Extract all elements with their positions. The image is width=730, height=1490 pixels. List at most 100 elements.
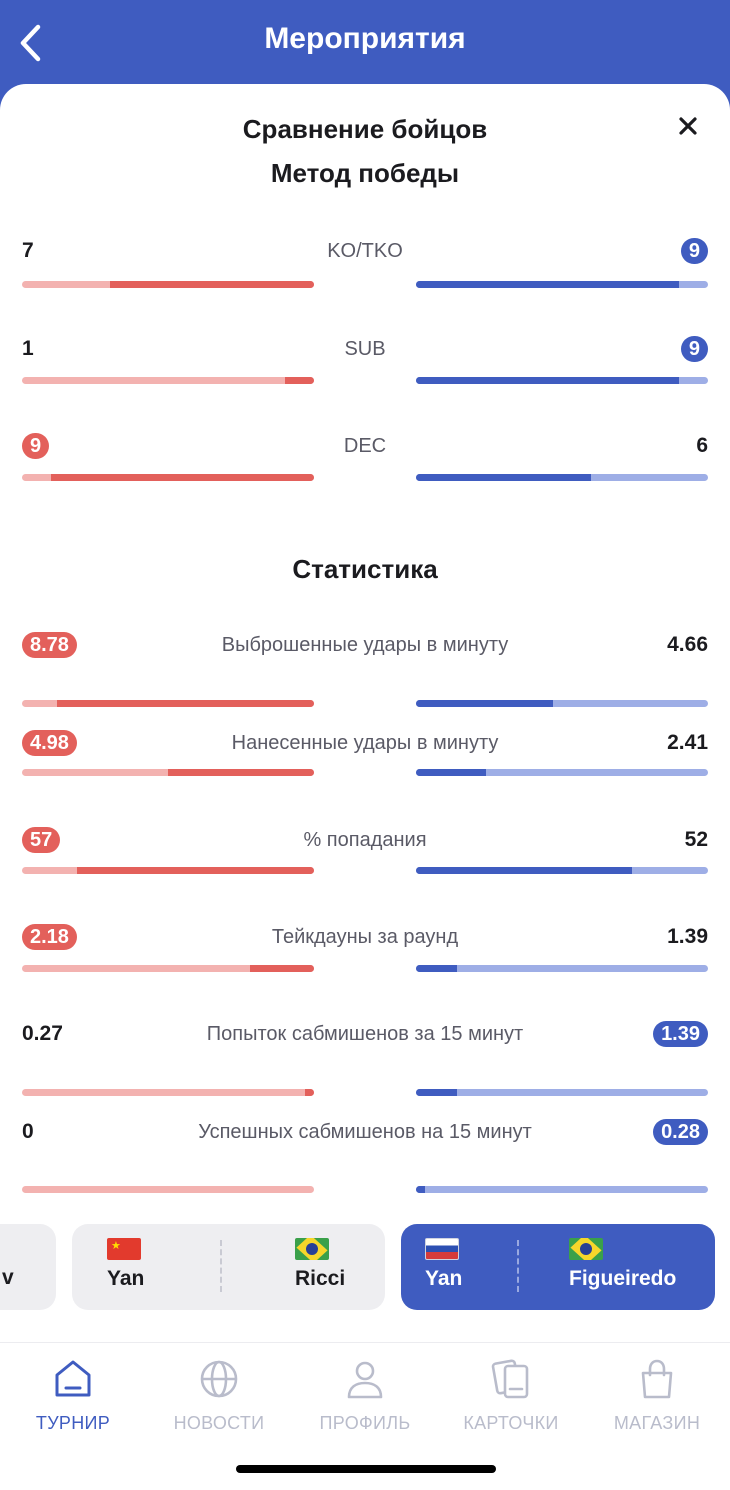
tab-label: ТУРНИР	[35, 1413, 111, 1433]
right-bar	[416, 1089, 708, 1096]
stats-section-title: Статистика	[292, 554, 438, 584]
left-bar-fill	[249, 965, 314, 972]
right-bar	[416, 377, 708, 384]
tab-shop[interactable]: МАГАЗИН	[584, 1343, 730, 1453]
right-bar-fill	[416, 867, 633, 874]
right-value: 6	[696, 434, 708, 457]
right-bar-fill	[416, 377, 679, 384]
left-bar	[22, 1089, 314, 1096]
left-bar	[22, 1186, 314, 1193]
sheet-title: Сравнение бойцов	[242, 114, 488, 144]
right-value: 52	[684, 828, 708, 851]
left-value: 8.78	[22, 632, 77, 658]
right-bar-fill	[416, 281, 679, 288]
left-bar-fill	[305, 1089, 314, 1096]
fighter1-name: Yan	[107, 1267, 145, 1290]
left-value: 0.27	[22, 1022, 63, 1045]
right-bar-fill	[416, 965, 457, 972]
left-bar	[22, 377, 314, 384]
cards-icon	[491, 1359, 529, 1399]
right-value: 1.39	[653, 1021, 708, 1047]
vs-divider	[517, 1240, 519, 1292]
brazil-flag-icon	[295, 1238, 329, 1260]
left-bar-fill	[77, 867, 314, 874]
china-flag-icon	[107, 1238, 141, 1260]
right-bar	[416, 965, 708, 972]
vs-divider	[220, 1240, 222, 1292]
right-value: 0.28	[653, 1119, 708, 1145]
brazil-flag-icon	[569, 1238, 603, 1260]
method-section-title: Метод победы	[270, 158, 460, 188]
right-value: 2.41	[667, 731, 708, 754]
left-value: 57	[22, 827, 61, 853]
stat-label: % попадания	[303, 829, 427, 851]
right-bar	[416, 1186, 708, 1193]
tab-tournament[interactable]: ТУРНИР	[0, 1343, 146, 1453]
left-bar-fill	[51, 474, 314, 481]
right-bar-fill	[416, 474, 592, 481]
stat-label: Попыток сабмишенов за 15 минут	[206, 1023, 524, 1045]
fighter-comparison-sheet: Сравнение бойцов Метод победы 7 KO/TKO 9…	[0, 84, 730, 1490]
fight-card-yan-figueiredo[interactable]: Yan Figueiredo	[401, 1224, 715, 1310]
fighter2-name: Figueiredo	[569, 1267, 677, 1290]
stat-label: Нанесенные удары в минуту	[231, 732, 499, 754]
back-arrow-icon	[20, 24, 41, 62]
tab-label: НОВОСТИ	[173, 1413, 265, 1433]
fight-card-partial[interactable]: v	[0, 1224, 56, 1310]
home-indicator	[236, 1465, 496, 1473]
stat-label: DEC	[343, 435, 387, 457]
tab-profile[interactable]: ПРОФИЛЬ	[292, 1343, 438, 1453]
fight-card-yan-ricci[interactable]: Yan Ricci	[72, 1224, 385, 1310]
shopping-bag-icon	[641, 1359, 673, 1399]
tab-label: МАГАЗИН	[613, 1413, 701, 1433]
tab-label: КАРТОЧКИ	[463, 1413, 559, 1433]
right-bar	[416, 474, 708, 481]
tab-cards[interactable]: КАРТОЧКИ	[438, 1343, 584, 1453]
right-bar-fill	[416, 700, 554, 707]
tab-news[interactable]: НОВОСТИ	[146, 1343, 292, 1453]
right-value: 9	[680, 336, 708, 362]
tournament-icon	[55, 1360, 91, 1397]
fight-selector: v Yan Ricci Yan Figueiredo	[0, 1224, 730, 1314]
russia-flag-icon	[425, 1238, 459, 1260]
left-bar	[22, 965, 314, 972]
right-bar-fill	[416, 1186, 425, 1193]
left-bar-fill	[284, 377, 314, 384]
right-value: 9	[680, 238, 708, 264]
tab-label: ПРОФИЛЬ	[319, 1413, 411, 1433]
left-value: 4.98	[22, 730, 77, 756]
right-value: 4.66	[667, 633, 708, 656]
fighter1-name: Yan	[425, 1267, 463, 1290]
left-bar	[22, 867, 314, 874]
right-value: 1.39	[667, 925, 708, 948]
left-bar	[22, 474, 314, 481]
fighter-name: v	[2, 1266, 14, 1289]
left-bar-fill	[168, 769, 314, 776]
back-button[interactable]	[8, 18, 52, 68]
right-bar	[416, 867, 708, 874]
left-value: 2.18	[22, 924, 77, 950]
stat-label: Успешных сабмишенов на 15 минут	[198, 1121, 532, 1143]
stat-label: Тейкдауны за раунд	[271, 926, 459, 948]
right-bar	[416, 769, 708, 776]
left-value: 7	[22, 239, 34, 262]
fighter2-name: Ricci	[295, 1267, 346, 1290]
app-header: Мероприятия	[0, 0, 730, 100]
right-bar-fill	[416, 769, 487, 776]
close-button[interactable]	[670, 108, 706, 144]
left-bar	[22, 281, 314, 288]
right-bar	[416, 281, 708, 288]
globe-icon	[200, 1360, 238, 1398]
close-icon	[679, 117, 697, 135]
left-value: 1	[22, 337, 34, 360]
left-bar	[22, 700, 314, 707]
stat-label: Выброшенные удары в минуту	[221, 634, 509, 656]
left-value: 0	[22, 1120, 34, 1143]
page-title: Мероприятия	[264, 22, 466, 55]
left-bar	[22, 769, 314, 776]
left-value: 9	[22, 433, 50, 459]
right-bar-fill	[416, 1089, 457, 1096]
profile-icon	[347, 1361, 383, 1399]
stat-label: SUB	[344, 338, 386, 360]
left-bar-fill	[109, 281, 314, 288]
